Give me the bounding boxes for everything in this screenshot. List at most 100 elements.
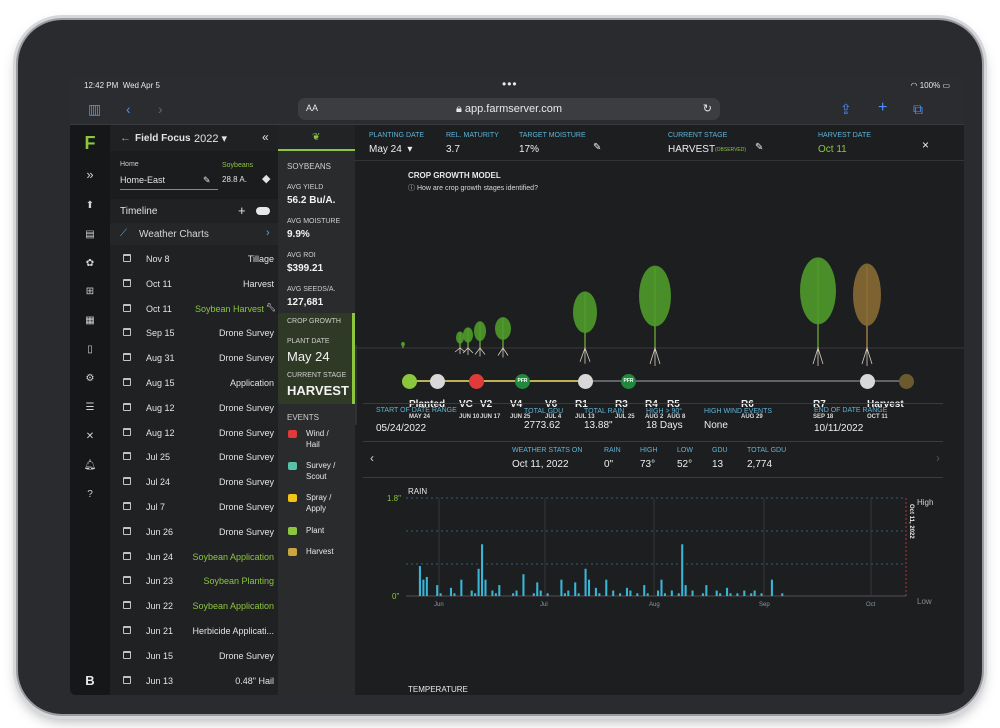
timeline-row[interactable]: Aug 15 Application: [110, 371, 278, 396]
rain-bar: [536, 582, 539, 596]
event-legend-label: Hail: [306, 440, 320, 449]
help-icon[interactable]: ?: [87, 489, 93, 500]
timeline-row-date: Jun 21: [146, 626, 174, 636]
share-icon[interactable]: ⇪: [840, 101, 852, 117]
crop-tab[interactable]: ❦: [278, 125, 355, 151]
chevron-left-icon[interactable]: ‹: [126, 101, 131, 117]
previous-day-button[interactable]: ‹: [370, 451, 374, 465]
leaf-marker-icon[interactable]: [430, 374, 445, 389]
address-bar[interactable]: AA 🔒︎ app.farmserver.com ↻: [298, 98, 720, 120]
pencil-icon[interactable]: ✎: [755, 142, 764, 153]
back-arrow-icon[interactable]: ←: [120, 132, 131, 144]
next-day-button[interactable]: ›: [936, 451, 940, 465]
event-legend-label: Plant: [306, 526, 325, 535]
grid-icon[interactable]: ⊞: [85, 286, 95, 297]
sidebar-icon[interactable]: ▥: [88, 101, 102, 117]
range-start: 05/24/2022: [376, 423, 427, 434]
timeline-row-date: Jun 24: [146, 551, 174, 562]
timeline-row[interactable]: Jul 25 Drone Survey: [110, 445, 278, 470]
plus-icon[interactable]: +: [878, 99, 888, 116]
pencil-icon[interactable]: ✎: [593, 142, 602, 153]
weather-charts-row[interactable]: ⟋ Weather Charts ›: [110, 223, 278, 245]
timeline-row-date: Jul 7: [146, 502, 166, 512]
rain-bar: [470, 590, 473, 596]
map-icon[interactable]: ▤: [85, 229, 95, 240]
timeline-row[interactable]: Jul 24 Drone Survey: [110, 470, 278, 495]
timeline-row[interactable]: Jun 13 0.48" Hail: [110, 669, 278, 694]
farm-card[interactable]: Home Home-East ✎ Soybeans 28.8 A. ◆: [110, 151, 278, 199]
timeline-row[interactable]: Sep 15 Drone Survey: [110, 321, 278, 346]
plant-foliage: [800, 257, 836, 325]
timeline-row[interactable]: Aug 12 Drone Survey: [110, 421, 278, 446]
double-chevron-right-icon[interactable]: »: [86, 167, 94, 182]
timeline-row[interactable]: Nov 8 Tillage: [110, 247, 278, 272]
crop-growth-label: CROP GROWTH: [287, 318, 341, 325]
reload-icon[interactable]: ↻: [702, 103, 712, 115]
planting-date-select[interactable]: May 24 ▾: [369, 144, 413, 155]
add-event-icon[interactable]: +: [238, 203, 246, 218]
growth-model-help-link[interactable]: How are crop growth stages identified?: [416, 185, 538, 192]
rain-bar: [560, 579, 563, 596]
timeline-row[interactable]: Oct 11 Soybean Harvest 🔧︎: [110, 297, 278, 322]
calculator-icon[interactable]: ▦: [85, 315, 95, 326]
timeline-row[interactable]: Jun 26 Drone Survey: [110, 520, 278, 545]
event-legend-item[interactable]: Spray / Apply: [278, 491, 355, 519]
timeline-row[interactable]: Jun 15 Drone Survey: [110, 644, 278, 669]
multitask-dots[interactable]: •••: [502, 77, 518, 91]
directions-icon[interactable]: ◆: [262, 173, 271, 185]
stage-label: Harvest: [867, 399, 904, 410]
chevron-right-icon[interactable]: ›: [158, 101, 163, 117]
reader-button[interactable]: AA: [306, 103, 319, 113]
collapse-icon[interactable]: «: [262, 130, 269, 144]
crop-growth-section[interactable]: CROP GROWTH PLANT DATE May 24 CURRENT ST…: [278, 313, 355, 404]
plant-marker-icon[interactable]: [402, 374, 417, 389]
timeline-row[interactable]: Aug 12 Drone Survey: [110, 396, 278, 421]
harvest-marker-icon[interactable]: [899, 374, 914, 389]
stage-date: AUG 2: [645, 414, 664, 420]
field-focus-header: ← Field Focus 2022 ▾ «: [110, 125, 278, 151]
event-legend-item[interactable]: Wind / Hail: [278, 427, 355, 455]
timeline-row[interactable]: Aug 31 Drone Survey: [110, 346, 278, 371]
event-legend-item[interactable]: Harvest: [278, 545, 355, 573]
event-legend-item[interactable]: Plant: [278, 524, 355, 552]
leaf-icon: ❦: [312, 132, 321, 143]
event-legend-item[interactable]: Survey / Scout: [278, 459, 355, 487]
tabs-icon[interactable]: ⧉: [913, 101, 923, 117]
browser-toolbar: ▥ ‹ › AA 🔒︎ app.farmserver.com ↻ ⇪ + ⧉: [70, 95, 964, 125]
upload-icon[interactable]: ⬆: [85, 200, 95, 211]
day-gdu: 13: [712, 459, 724, 470]
document-icon[interactable]: ▯: [87, 344, 93, 355]
wrench-icon: 🔧︎: [265, 302, 276, 312]
calendar-icon: [123, 402, 131, 411]
close-button[interactable]: ×: [922, 138, 930, 152]
pencil-icon[interactable]: ✎: [203, 175, 211, 185]
plant-roots: [462, 347, 474, 355]
rain-bar: [546, 593, 549, 596]
timeline-row[interactable]: Jun 23 Soybean Planting: [110, 569, 278, 594]
weather-charts-label: Weather Charts: [139, 229, 209, 240]
rain-bar: [474, 593, 477, 596]
tools-icon[interactable]: ✕: [85, 431, 95, 442]
timeline-row-type: Drone Survey: [218, 427, 274, 438]
timeline-row[interactable]: Oct 11 Harvest: [110, 272, 278, 297]
rain-bar: [477, 568, 480, 596]
timeline-row[interactable]: Jun 21 Herbicide Applicati...: [110, 619, 278, 644]
timeline-row[interactable]: Jul 7 Drone Survey: [110, 495, 278, 520]
timeline-toggle[interactable]: [256, 207, 270, 215]
timeline-header: Timeline +: [110, 201, 278, 221]
calendar-icon: [123, 650, 131, 659]
bell-icon[interactable]: 🔔︎: [83, 460, 97, 471]
pfr-marker[interactable]: PFR: [621, 374, 636, 389]
rain-bar: [743, 590, 746, 596]
pfr-marker[interactable]: PFR: [515, 374, 530, 389]
list-icon[interactable]: ☰: [85, 402, 95, 413]
timeline-row[interactable]: Jun 24 Soybean Application: [110, 545, 278, 570]
hail-marker-icon[interactable]: [469, 374, 484, 389]
leaf-marker-icon[interactable]: [578, 374, 593, 389]
year-select[interactable]: 2022 ▾: [194, 133, 228, 145]
timeline-row[interactable]: Jun 22 Soybean Application: [110, 594, 278, 619]
stage-label: Planted: [409, 399, 446, 410]
sprout-icon[interactable]: ✿: [85, 258, 95, 269]
gear-icon[interactable]: ⚙: [85, 373, 95, 384]
leaf-marker-icon[interactable]: [860, 374, 875, 389]
